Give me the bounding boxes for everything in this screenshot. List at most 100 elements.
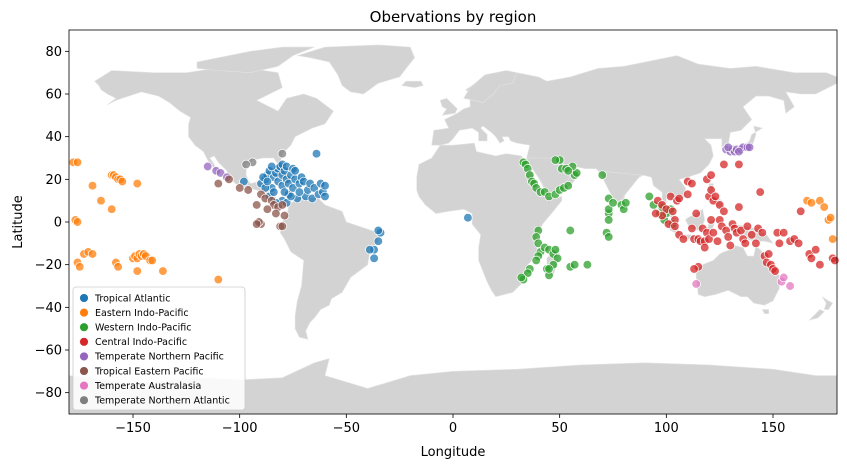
data-point — [725, 240, 735, 251]
data-point — [87, 249, 98, 259]
legend-marker — [79, 351, 89, 361]
y-tick-label: 0 — [54, 216, 62, 231]
x-tick-label: 150 — [761, 421, 786, 436]
legend-label: Temperate Northern Atlantic — [94, 396, 230, 407]
data-point — [604, 232, 614, 242]
data-point — [552, 253, 563, 263]
x-tick-label: 0 — [449, 421, 457, 436]
data-point — [72, 157, 83, 167]
data-point — [770, 266, 780, 276]
data-point — [704, 234, 714, 244]
land-new-zealand-n — [821, 296, 834, 310]
data-point — [311, 149, 322, 159]
data-point — [828, 234, 838, 244]
data-point — [706, 185, 716, 195]
data-point — [830, 255, 840, 266]
legend-marker — [79, 337, 89, 347]
data-point — [132, 266, 142, 276]
data-point — [668, 206, 678, 216]
data-point — [740, 238, 750, 248]
data-point — [320, 181, 330, 191]
data-point — [700, 242, 710, 253]
data-point — [689, 264, 699, 274]
data-point — [604, 204, 614, 214]
x-axis-title: Longitude — [421, 445, 486, 460]
data-point — [309, 183, 319, 193]
data-point — [742, 221, 753, 231]
data-point — [320, 191, 330, 202]
data-point — [806, 253, 817, 263]
x-tick-label: −50 — [333, 421, 360, 436]
data-point — [764, 249, 774, 259]
data-point — [678, 234, 689, 244]
y-tick-label: −20 — [35, 258, 62, 273]
data-point — [113, 262, 123, 272]
data-point — [373, 225, 383, 236]
y-tick-label: −40 — [35, 301, 62, 316]
data-point — [608, 198, 618, 208]
legend-label: Temperate Australasia — [94, 381, 201, 392]
data-point — [277, 221, 287, 231]
land-iceland — [401, 80, 424, 88]
data-point — [286, 191, 296, 202]
data-point — [815, 196, 825, 206]
data-point — [683, 189, 693, 199]
data-point — [811, 245, 821, 255]
y-tick-label: 40 — [45, 130, 62, 145]
data-point — [572, 168, 582, 178]
data-point — [235, 183, 245, 193]
data-point — [644, 191, 654, 202]
data-point — [288, 183, 298, 193]
legend-box — [72, 286, 246, 411]
x-tick-label: −150 — [115, 421, 151, 436]
data-point — [563, 181, 573, 191]
chart-title: Obervations by region — [370, 8, 537, 26]
y-axis-title: Latitude — [11, 195, 26, 249]
data-point — [687, 178, 697, 189]
data-point — [290, 166, 300, 176]
land-scandinavia — [463, 70, 518, 103]
data-point — [723, 232, 733, 242]
data-point — [252, 219, 262, 229]
data-point — [96, 196, 106, 206]
data-point — [75, 262, 85, 272]
legend-label: Tropical Eastern Pacific — [94, 366, 204, 377]
legend-label: Central Indo-Pacific — [95, 337, 187, 348]
data-point — [757, 228, 767, 238]
data-point — [87, 181, 98, 191]
data-point — [239, 176, 249, 187]
data-point — [307, 193, 317, 204]
x-axis: −150 −100 −50 0 50 100 150 — [115, 414, 785, 436]
data-point — [544, 264, 554, 274]
land-new-zealand-s — [808, 309, 825, 321]
data-point — [107, 204, 117, 214]
data-point — [277, 200, 287, 210]
legend-marker — [79, 381, 89, 391]
data-point — [806, 198, 817, 208]
data-point — [670, 221, 680, 231]
legend-label: Temperate Northern Pacific — [94, 352, 224, 363]
x-tick-label: 50 — [551, 421, 568, 436]
data-point — [819, 202, 829, 212]
data-point — [294, 187, 305, 197]
land-south-america — [279, 196, 379, 340]
data-point — [691, 208, 701, 219]
data-point — [734, 159, 744, 170]
data-point — [132, 178, 142, 189]
data-point — [117, 176, 127, 187]
data-point — [785, 281, 795, 291]
data-point — [723, 142, 733, 152]
data-point — [523, 268, 533, 278]
data-point — [582, 260, 593, 270]
data-point — [744, 142, 755, 152]
legend-label: Tropical Atlantic — [94, 293, 170, 304]
y-tick-label: 60 — [45, 88, 62, 103]
land-greenland — [297, 44, 415, 95]
data-point — [262, 204, 273, 214]
y-tick-label: −80 — [35, 386, 62, 401]
data-point — [715, 200, 725, 210]
land-tasmania — [761, 309, 769, 314]
data-point — [706, 215, 716, 225]
data-point — [531, 255, 541, 266]
data-point — [719, 159, 729, 170]
